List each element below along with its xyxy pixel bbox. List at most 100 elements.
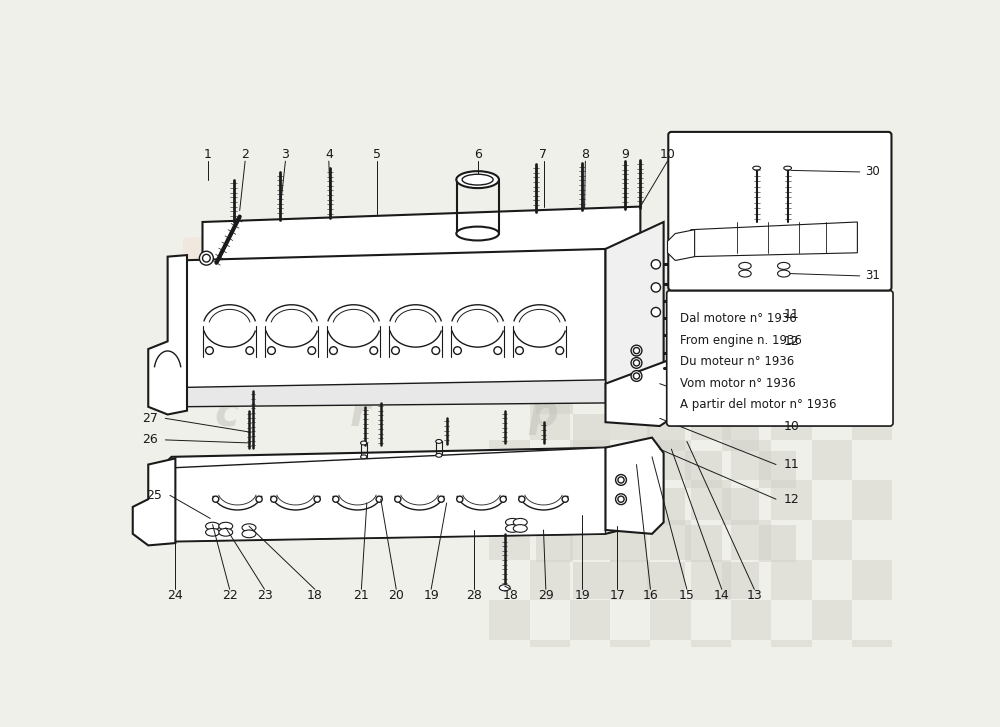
Bar	[573, 561, 610, 598]
FancyBboxPatch shape	[668, 132, 891, 291]
Bar	[647, 414, 685, 451]
Bar	[759, 451, 796, 488]
Ellipse shape	[784, 166, 792, 170]
Bar	[685, 451, 722, 488]
Ellipse shape	[719, 260, 725, 269]
Text: 8: 8	[581, 148, 589, 161]
Bar	[812, 360, 852, 400]
Text: 15: 15	[679, 589, 695, 602]
Text: 22: 22	[222, 589, 238, 602]
Text: 18: 18	[503, 589, 519, 602]
Text: 19: 19	[574, 589, 590, 602]
Ellipse shape	[206, 522, 220, 530]
Text: 17: 17	[609, 589, 625, 602]
Bar	[731, 440, 771, 480]
Ellipse shape	[506, 518, 519, 526]
Bar	[610, 451, 647, 488]
Circle shape	[202, 254, 210, 262]
Polygon shape	[160, 448, 637, 542]
Circle shape	[633, 360, 640, 366]
Circle shape	[562, 496, 568, 502]
Text: 23: 23	[257, 589, 272, 602]
Bar	[685, 303, 722, 340]
Ellipse shape	[242, 524, 256, 531]
Bar	[610, 303, 647, 340]
Bar	[691, 400, 731, 440]
Text: 10: 10	[784, 419, 799, 433]
Text: 18: 18	[307, 589, 323, 602]
Bar	[812, 440, 852, 480]
Bar	[759, 377, 796, 414]
Bar	[570, 440, 610, 480]
Text: Vom motor n° 1936: Vom motor n° 1936	[680, 377, 796, 390]
Bar	[573, 414, 610, 451]
Bar	[812, 600, 852, 640]
Text: 28: 28	[466, 589, 482, 602]
Bar	[812, 280, 852, 320]
Circle shape	[556, 347, 564, 355]
Circle shape	[438, 496, 444, 502]
Ellipse shape	[436, 454, 442, 457]
Bar	[489, 360, 530, 400]
Bar	[489, 440, 530, 480]
Bar	[610, 320, 650, 360]
Text: 7: 7	[540, 148, 548, 161]
Circle shape	[616, 494, 626, 505]
Circle shape	[633, 348, 640, 353]
Text: 30: 30	[865, 166, 880, 178]
Circle shape	[631, 371, 642, 382]
Polygon shape	[606, 361, 683, 426]
Polygon shape	[668, 230, 695, 260]
Text: 26: 26	[142, 433, 158, 446]
Bar	[530, 480, 570, 520]
Circle shape	[454, 347, 461, 355]
Ellipse shape	[739, 262, 751, 269]
Bar	[610, 560, 650, 600]
Circle shape	[618, 496, 624, 502]
Ellipse shape	[436, 440, 442, 443]
Bar	[489, 600, 530, 640]
Text: 12: 12	[784, 335, 799, 348]
Ellipse shape	[462, 174, 493, 185]
Bar	[650, 440, 691, 480]
Circle shape	[392, 347, 399, 355]
Text: A partir del motor n° 1936: A partir del motor n° 1936	[680, 398, 836, 411]
Ellipse shape	[361, 441, 367, 445]
Circle shape	[651, 308, 661, 317]
Text: 11: 11	[784, 308, 799, 321]
Bar	[722, 414, 759, 451]
Bar	[731, 520, 771, 560]
Text: From engine n. 1936: From engine n. 1936	[680, 334, 802, 347]
Bar	[852, 320, 892, 360]
Bar	[650, 600, 691, 640]
Circle shape	[376, 496, 382, 502]
Ellipse shape	[778, 262, 790, 269]
Ellipse shape	[361, 455, 367, 459]
Polygon shape	[691, 222, 857, 257]
Bar	[530, 640, 570, 680]
Bar	[759, 525, 796, 561]
Ellipse shape	[719, 313, 725, 323]
Circle shape	[500, 496, 506, 502]
Text: 13: 13	[746, 589, 762, 602]
Text: Du moteur n° 1936: Du moteur n° 1936	[680, 356, 794, 368]
Bar	[685, 377, 722, 414]
Circle shape	[333, 496, 339, 502]
Bar	[570, 360, 610, 400]
Bar	[530, 320, 570, 360]
Ellipse shape	[499, 585, 510, 591]
Text: Dal motore n° 1936: Dal motore n° 1936	[680, 312, 797, 325]
Circle shape	[395, 496, 401, 502]
Polygon shape	[175, 379, 606, 407]
Bar	[650, 520, 691, 560]
Bar	[489, 280, 530, 320]
Text: 3: 3	[281, 148, 289, 161]
Ellipse shape	[219, 529, 233, 536]
Bar	[610, 525, 647, 561]
Circle shape	[633, 373, 640, 379]
Text: 12: 12	[784, 493, 799, 506]
Bar	[573, 340, 610, 377]
FancyBboxPatch shape	[183, 238, 594, 391]
Circle shape	[370, 347, 378, 355]
Bar	[610, 400, 650, 440]
